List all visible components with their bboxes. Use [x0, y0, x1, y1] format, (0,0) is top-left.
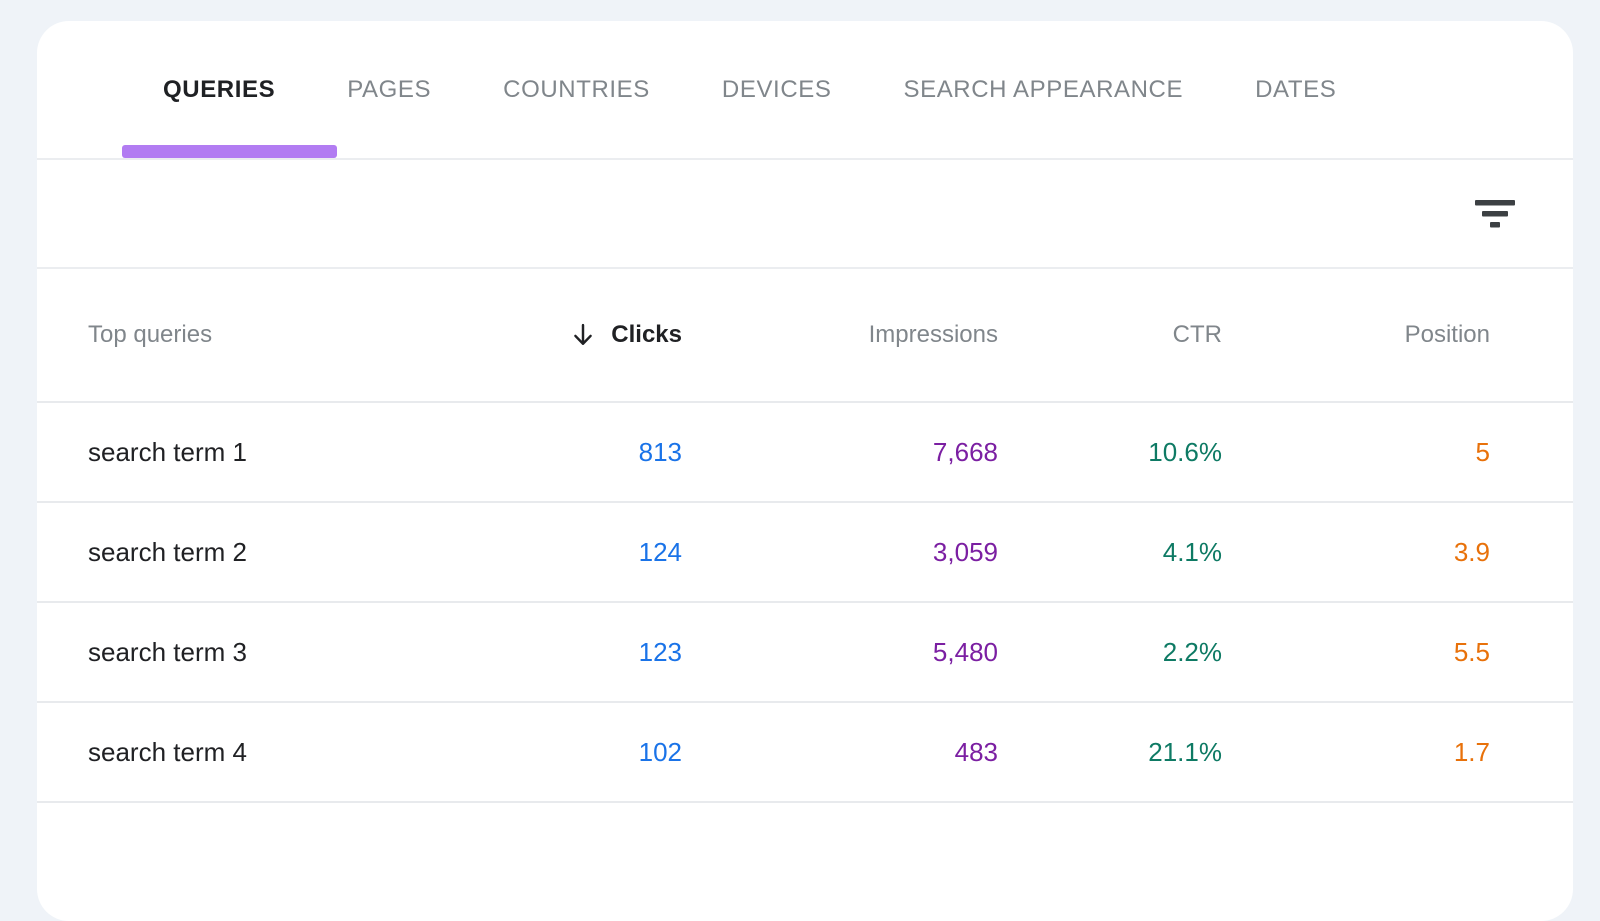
filter-button[interactable] — [1465, 190, 1525, 238]
tab-countries[interactable]: COUNTRIES — [503, 75, 650, 103]
tab-queries[interactable]: QUERIES — [163, 75, 276, 103]
ctr-cell: 10.6% — [1148, 436, 1222, 467]
query-cell: search term 2 — [88, 536, 247, 567]
clicks-cell: 813 — [638, 436, 682, 467]
table-header-row: Top queries Clicks Impressions CTR Posit… — [37, 269, 1573, 403]
tab-search-appearance[interactable]: SEARCH APPEARANCE — [903, 75, 1184, 103]
column-header-clicks[interactable]: Clicks — [428, 321, 682, 349]
table-row[interactable]: search term 3 123 5,480 2.2% 5.5 — [37, 603, 1573, 703]
sort-arrow-down-icon — [574, 323, 593, 345]
table-row[interactable]: search term 2 124 3,059 4.1% 3.9 — [37, 503, 1573, 603]
tab-bar: QUERIES PAGES COUNTRIES DEVICES SEARCH A… — [37, 21, 1573, 160]
column-header-ctr[interactable]: CTR — [1172, 321, 1222, 348]
position-cell: 3.9 — [1453, 536, 1490, 567]
position-cell: 5.5 — [1453, 636, 1490, 667]
clicks-cell: 123 — [638, 636, 682, 667]
impressions-cell: 7,668 — [932, 436, 998, 467]
table-row[interactable]: search term 4 102 483 21.1% 1.7 — [37, 703, 1573, 803]
clicks-cell: 124 — [638, 536, 682, 567]
active-tab-indicator — [122, 145, 337, 158]
clicks-cell: 102 — [638, 736, 682, 767]
column-header-impressions[interactable]: Impressions — [868, 321, 998, 348]
tab-dates[interactable]: DATES — [1255, 75, 1337, 103]
position-cell: 5 — [1475, 436, 1490, 467]
table-row[interactable]: search term 1 813 7,668 10.6% 5 — [37, 403, 1573, 503]
column-header-position[interactable]: Position — [1404, 321, 1490, 348]
tab-pages[interactable]: PAGES — [347, 75, 432, 103]
impressions-cell: 483 — [954, 736, 998, 767]
impressions-cell: 3,059 — [932, 536, 998, 567]
tab-devices[interactable]: DEVICES — [721, 75, 832, 103]
ctr-cell: 2.2% — [1162, 636, 1222, 667]
query-cell: search term 4 — [88, 736, 247, 767]
ctr-cell: 21.1% — [1148, 736, 1222, 767]
column-header-top-queries[interactable]: Top queries — [88, 321, 213, 348]
query-cell: search term 3 — [88, 636, 247, 667]
filter-icon — [1475, 199, 1515, 227]
column-header-clicks-label: Clicks — [611, 321, 682, 348]
query-cell: search term 1 — [88, 436, 247, 467]
impressions-cell: 5,480 — [932, 636, 998, 667]
position-cell: 1.7 — [1453, 736, 1490, 767]
filter-toolbar — [37, 160, 1573, 269]
report-card: QUERIES PAGES COUNTRIES DEVICES SEARCH A… — [37, 21, 1573, 921]
ctr-cell: 4.1% — [1162, 536, 1222, 567]
